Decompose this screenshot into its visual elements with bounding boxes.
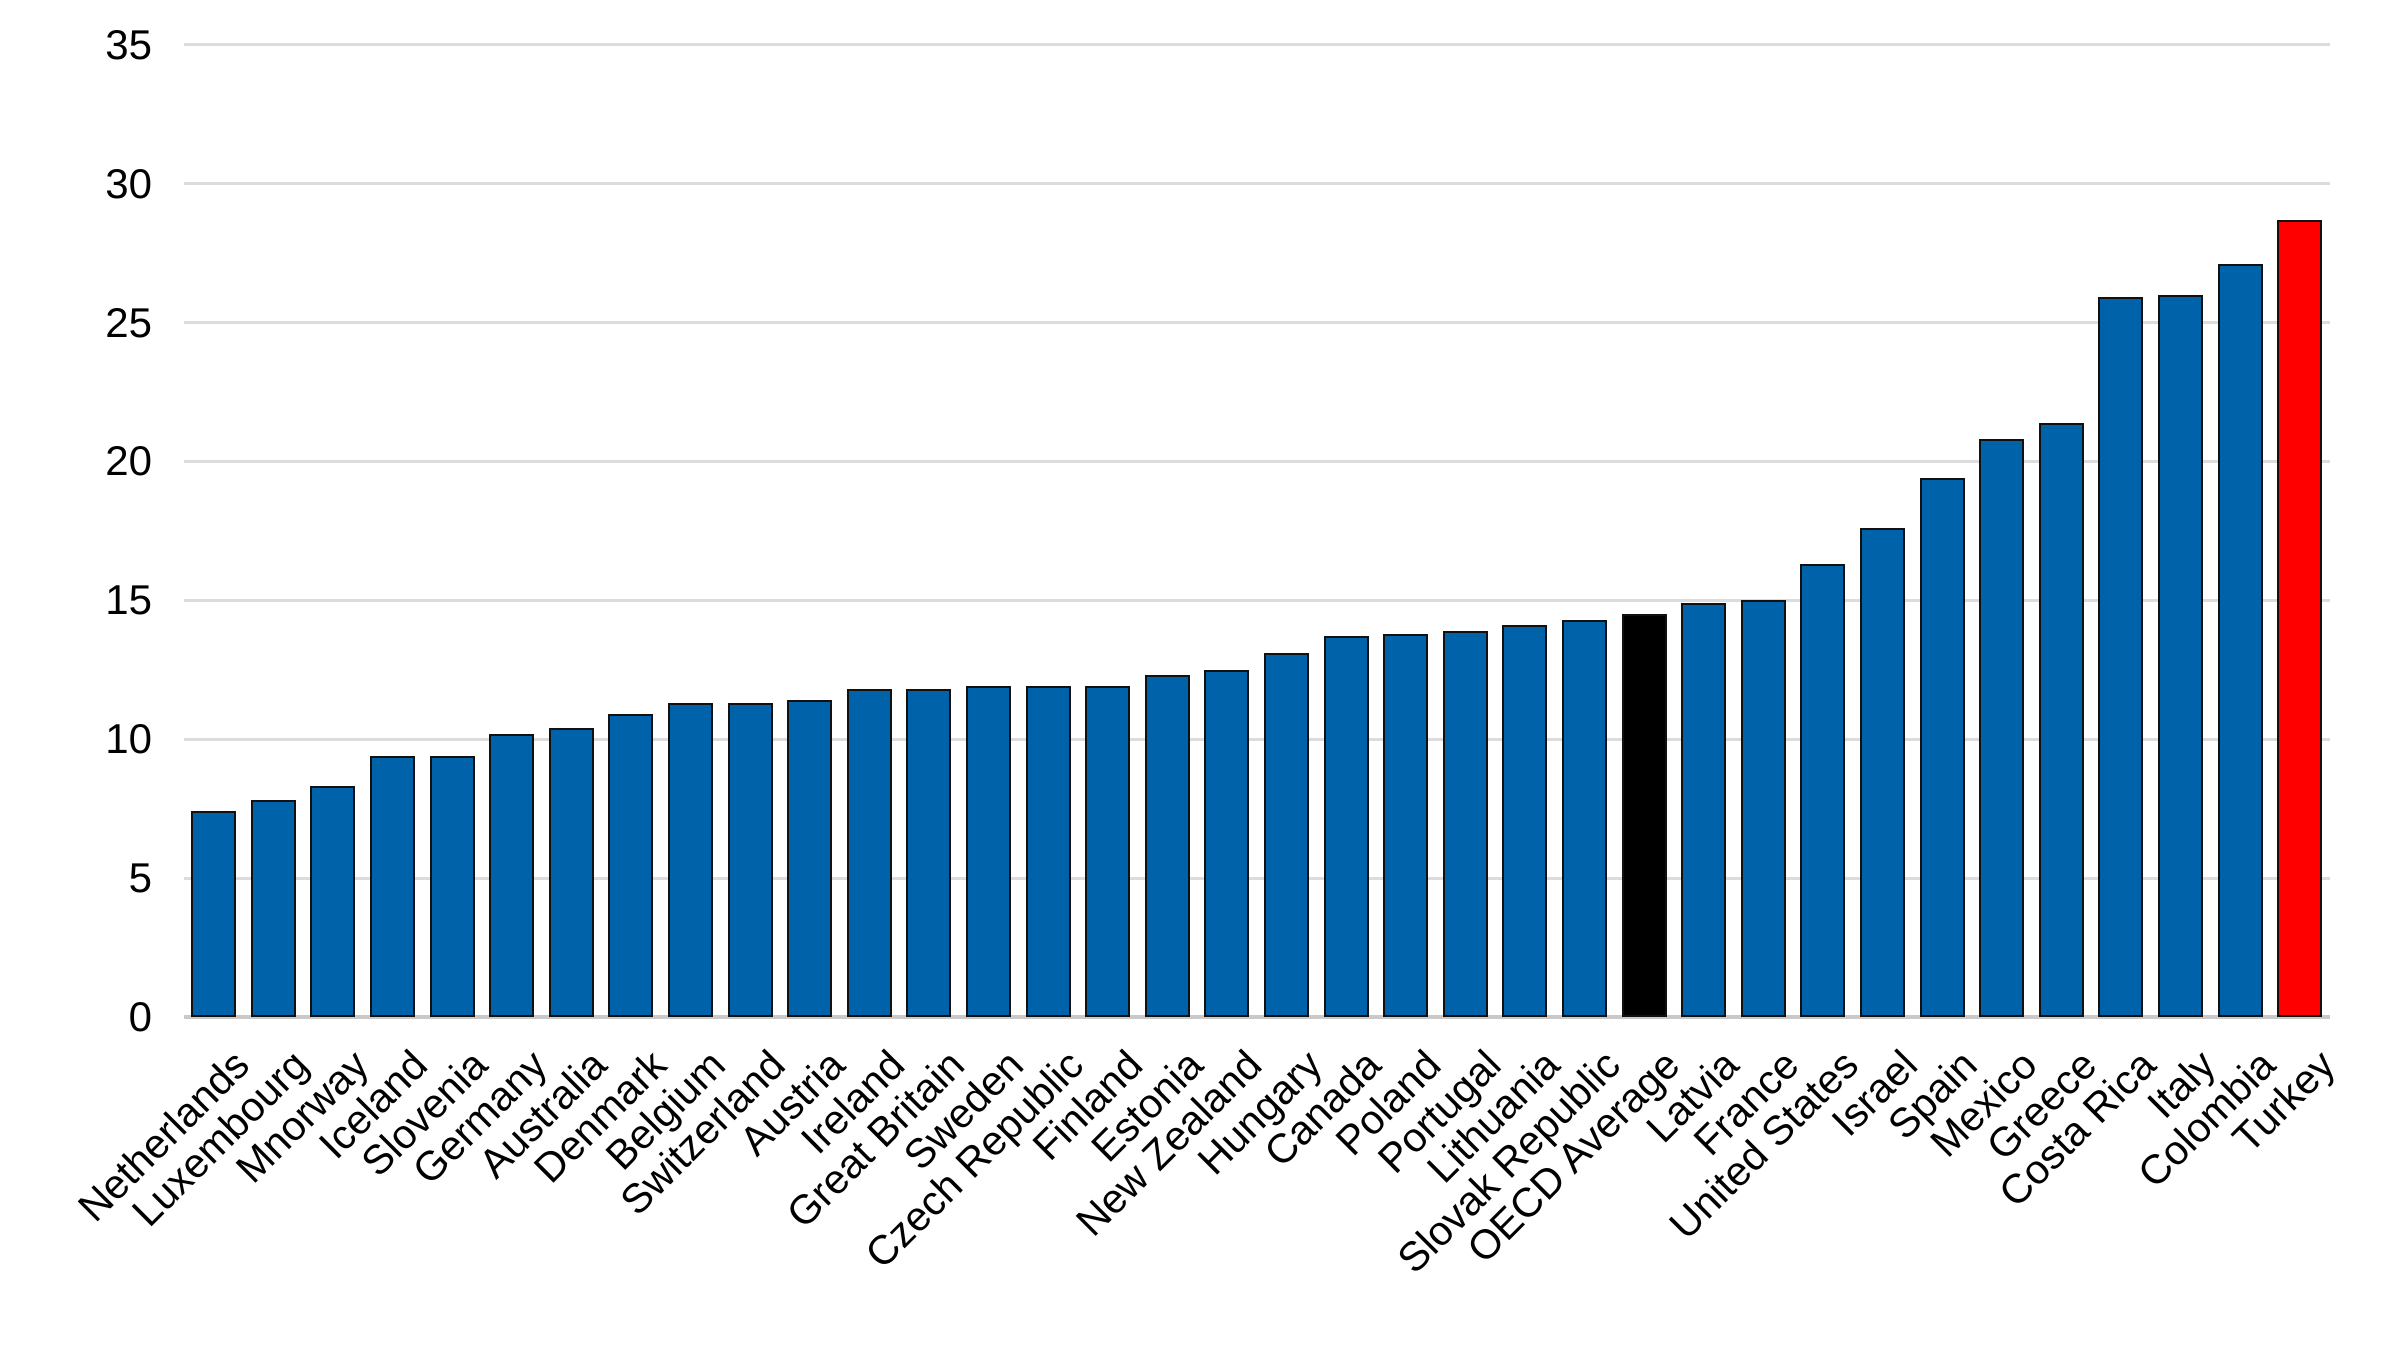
bar-colombia <box>2217 264 2263 1017</box>
gridline <box>184 598 2330 602</box>
bar-poland <box>1383 633 1429 1017</box>
bar-netherlands <box>191 811 237 1017</box>
bar-oecd-average <box>1621 614 1667 1017</box>
y-axis-tick-label: 15 <box>105 576 152 624</box>
bar-greece <box>2038 422 2084 1017</box>
gridline <box>184 321 2330 324</box>
bar-mnorway <box>310 786 356 1017</box>
y-axis-tick-label: 35 <box>105 20 152 68</box>
bar-estonia <box>1144 675 1190 1017</box>
bar-hungary <box>1264 653 1309 1017</box>
bar-sweden <box>966 686 1011 1017</box>
bar-mexico <box>1979 439 2025 1017</box>
gridline <box>184 182 2330 186</box>
bar-portugal <box>1442 630 1488 1017</box>
y-axis-tick-label: 30 <box>105 159 152 207</box>
bar-united-states <box>1800 564 1846 1017</box>
bar-luxembourg <box>250 800 296 1017</box>
gridline <box>184 737 2330 741</box>
bar-finland <box>1085 686 1131 1017</box>
y-axis-tick-label: 10 <box>105 715 152 763</box>
y-axis-tick-label: 25 <box>105 298 152 346</box>
x-axis-line <box>184 1015 2330 1019</box>
bar-ireland <box>846 689 892 1017</box>
bar-australia <box>548 728 594 1017</box>
gridline <box>184 459 2330 463</box>
bar-turkey <box>2277 219 2323 1017</box>
bar-switzerland <box>727 703 773 1017</box>
bar-canada <box>1323 636 1369 1017</box>
y-axis-tick-label: 0 <box>128 993 152 1040</box>
bar-slovak-republic <box>1562 619 1607 1017</box>
bar-austria <box>787 700 833 1017</box>
bar-france <box>1740 600 1786 1017</box>
bar-germany <box>489 733 535 1017</box>
bar-new-zealand <box>1204 669 1250 1017</box>
bar-denmark <box>608 714 654 1017</box>
y-axis-tick-label: 20 <box>105 437 152 485</box>
gridline <box>184 876 2330 880</box>
bar-israel <box>1860 528 1905 1017</box>
bar-lithuania <box>1502 625 1548 1017</box>
bar-latvia <box>1681 603 1727 1017</box>
bar-czech-republic <box>1025 686 1071 1017</box>
bar-costa-rica <box>2098 297 2144 1017</box>
bar-slovenia <box>429 755 475 1017</box>
bar-spain <box>1919 478 1965 1017</box>
bar-iceland <box>370 755 415 1017</box>
bar-italy <box>2158 294 2203 1017</box>
gridline <box>184 43 2330 47</box>
bar-belgium <box>668 703 713 1017</box>
bar-great-britain <box>906 689 952 1017</box>
y-axis-tick-label: 5 <box>128 854 152 902</box>
